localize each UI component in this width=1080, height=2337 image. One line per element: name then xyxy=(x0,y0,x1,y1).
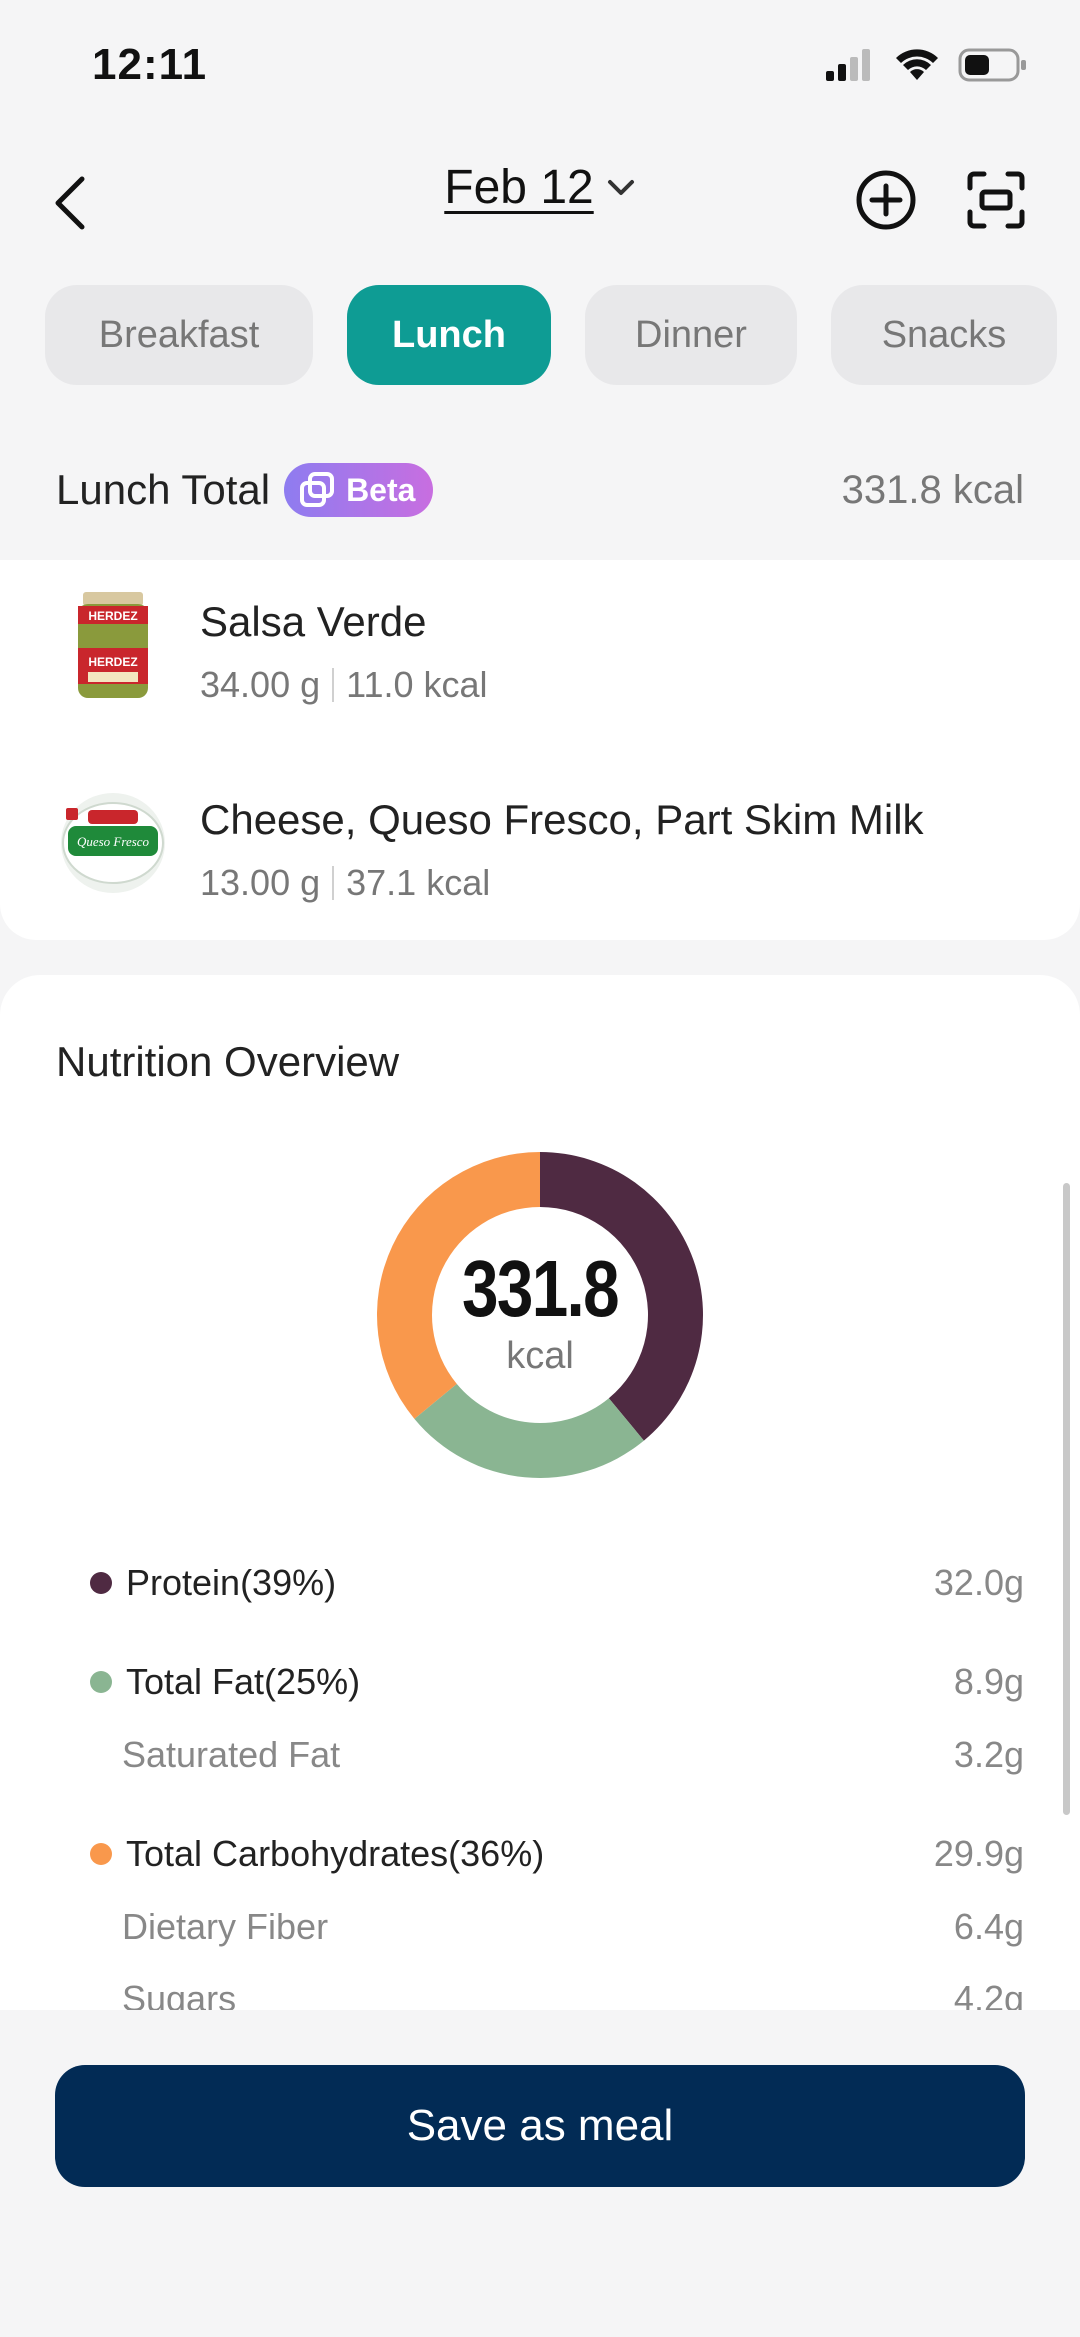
svg-text:HERDEZ: HERDEZ xyxy=(88,655,137,669)
bottom-action-bar: Save as meal xyxy=(0,2010,1080,2337)
macro-donut-chart xyxy=(377,1152,703,1478)
status-bar: 12:11 xyxy=(0,0,1080,140)
scan-button[interactable] xyxy=(956,160,1036,240)
food-kcal: 37.1 kcal xyxy=(346,862,491,903)
date-label: Feb 12 xyxy=(444,161,594,214)
date-selector[interactable]: Feb 12 xyxy=(0,160,1080,215)
macro-label: Total Carbohydrates(36%) xyxy=(126,1833,545,1874)
add-food-button[interactable] xyxy=(846,160,926,240)
food-grams: 34.00 g xyxy=(200,664,321,705)
nutrition-overview: Nutrition Overview 331.8 kcal Protein(39… xyxy=(0,975,1080,2019)
svg-text:Queso Fresco: Queso Fresco xyxy=(77,834,150,849)
sub-label: Dietary Fiber xyxy=(122,1906,329,1947)
meal-tabs: Breakfast Lunch Dinner Snacks xyxy=(45,285,1080,385)
fat-dot xyxy=(90,1671,112,1693)
back-button[interactable] xyxy=(50,168,110,238)
status-time: 12:11 xyxy=(92,40,208,89)
beta-badge[interactable]: Beta xyxy=(284,463,434,517)
sub-row-dietary-fiber: Dietary Fiber 6.4g xyxy=(122,1899,1024,1955)
macro-row-total-carbohydrates: Total Carbohydrates(36%) 29.9g xyxy=(90,1826,1024,1882)
carbs-dot xyxy=(90,1843,112,1865)
food-item-queso-fresco[interactable]: Queso Fresco Cheese, Queso Fresco, Part … xyxy=(0,768,1080,918)
tab-breakfast[interactable]: Breakfast xyxy=(45,285,313,385)
macro-value: 29.9g xyxy=(933,1833,1024,1874)
header: Feb 12 xyxy=(0,140,1080,270)
macro-value: 8.9g xyxy=(953,1661,1024,1702)
nutrition-title: Nutrition Overview xyxy=(56,1038,400,1085)
food-list: HERDEZ HERDEZ Salsa Verde 34.00 g 11.0 k… xyxy=(0,560,1080,940)
tab-lunch[interactable]: Lunch xyxy=(347,285,551,385)
status-icons xyxy=(826,48,1028,82)
donut-total-unit: kcal xyxy=(506,1335,574,1377)
save-as-meal-button[interactable]: Save as meal xyxy=(55,2065,1025,2187)
donut-slice-2 xyxy=(377,1152,540,1419)
food-meta: 13.00 g 37.1 kcal xyxy=(200,862,490,904)
scrollbar[interactable] xyxy=(1063,1183,1070,1815)
meal-total-label: Lunch Total xyxy=(56,466,271,513)
sub-value: 6.4g xyxy=(953,1906,1024,1947)
copy-icon xyxy=(300,472,335,507)
beta-label: Beta xyxy=(346,471,416,508)
food-meta: 34.00 g 11.0 kcal xyxy=(200,664,488,706)
sub-value: 3.2g xyxy=(953,1734,1024,1775)
plus-circle-icon xyxy=(856,170,916,230)
salsa-verde-thumbnail: HERDEZ HERDEZ xyxy=(78,592,148,698)
battery-icon xyxy=(958,48,1026,82)
meal-total-kcal: 331.8 kcal xyxy=(841,467,1024,512)
food-item-salsa-verde[interactable]: HERDEZ HERDEZ Salsa Verde 34.00 g 11.0 k… xyxy=(0,570,1080,720)
svg-text:HERDEZ: HERDEZ xyxy=(88,609,137,623)
chevron-left-icon xyxy=(55,176,85,230)
chevron-down-icon xyxy=(607,179,634,195)
sub-row-saturated-fat: Saturated Fat 3.2g xyxy=(122,1727,1024,1783)
meta-divider xyxy=(332,866,335,900)
donut-total-value: 331.8 xyxy=(462,1244,620,1333)
macro-row-protein: Protein(39%) 32.0g xyxy=(90,1555,1024,1611)
food-name: Cheese, Queso Fresco, Part Skim Milk xyxy=(200,796,924,843)
donut-slice-1 xyxy=(414,1383,644,1478)
protein-dot xyxy=(90,1572,112,1594)
donut-slice-0 xyxy=(540,1152,703,1441)
meta-divider xyxy=(332,668,335,702)
queso-fresco-thumbnail: Queso Fresco xyxy=(61,793,165,893)
food-name: Salsa Verde xyxy=(200,598,427,645)
macro-row-total-fat: Total Fat(25%) 8.9g xyxy=(90,1654,1024,1710)
sub-label: Saturated Fat xyxy=(122,1734,341,1775)
macro-label: Protein(39%) xyxy=(126,1562,337,1603)
meal-total-row: Lunch Total Beta 331.8 kcal xyxy=(56,455,1024,525)
wifi-icon xyxy=(896,49,938,80)
macro-value: 32.0g xyxy=(933,1562,1024,1603)
signal-icon xyxy=(826,49,870,81)
scan-icon xyxy=(967,171,1025,229)
tab-snacks[interactable]: Snacks xyxy=(831,285,1057,385)
food-grams: 13.00 g xyxy=(200,862,321,903)
macro-label: Total Fat(25%) xyxy=(126,1661,361,1702)
food-kcal: 11.0 kcal xyxy=(346,664,488,705)
tab-dinner[interactable]: Dinner xyxy=(585,285,797,385)
